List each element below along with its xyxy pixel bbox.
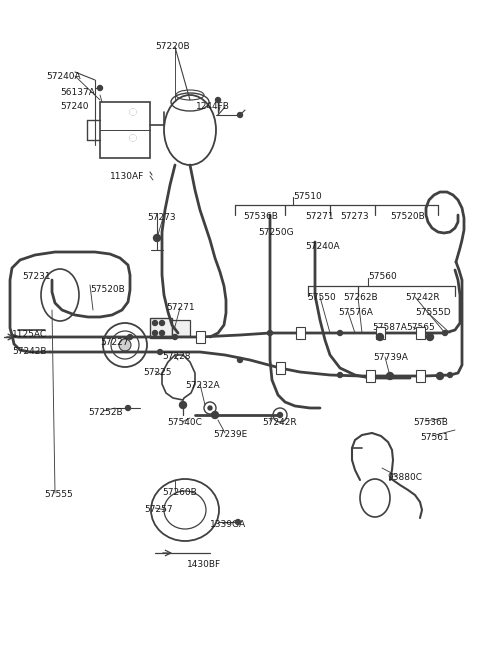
Text: 57550: 57550 bbox=[307, 293, 336, 302]
Text: 57240A: 57240A bbox=[305, 242, 340, 251]
Text: 57242B: 57242B bbox=[12, 347, 47, 356]
Text: 57561: 57561 bbox=[420, 433, 449, 442]
Text: 57232A: 57232A bbox=[185, 381, 220, 390]
Circle shape bbox=[208, 406, 212, 410]
Text: 57540C: 57540C bbox=[167, 418, 202, 427]
Text: 57220B: 57220B bbox=[155, 42, 190, 51]
Text: 57587A: 57587A bbox=[372, 323, 407, 332]
Circle shape bbox=[216, 98, 220, 102]
Circle shape bbox=[267, 331, 273, 335]
Circle shape bbox=[128, 335, 132, 339]
Circle shape bbox=[427, 333, 433, 341]
Text: 57260B: 57260B bbox=[162, 488, 197, 497]
Text: 57242R: 57242R bbox=[262, 418, 297, 427]
Circle shape bbox=[159, 331, 165, 335]
Text: 57520B: 57520B bbox=[90, 285, 125, 294]
Circle shape bbox=[130, 109, 136, 115]
Text: 1430BF: 1430BF bbox=[187, 560, 221, 569]
Text: 57257: 57257 bbox=[144, 505, 173, 514]
Circle shape bbox=[443, 331, 447, 335]
Circle shape bbox=[236, 519, 240, 525]
Text: 57560: 57560 bbox=[368, 272, 397, 281]
Bar bbox=[172, 320, 190, 336]
Circle shape bbox=[436, 373, 444, 379]
Bar bbox=[375, 327, 384, 339]
Text: 57271: 57271 bbox=[305, 212, 334, 221]
Circle shape bbox=[337, 331, 343, 335]
Text: 57271: 57271 bbox=[166, 303, 194, 312]
Text: 57536B: 57536B bbox=[243, 212, 278, 221]
Text: 57239E: 57239E bbox=[213, 430, 247, 439]
Text: 1125AC: 1125AC bbox=[12, 330, 47, 339]
Circle shape bbox=[119, 339, 131, 351]
Text: 57231: 57231 bbox=[22, 272, 50, 281]
Text: 57576A: 57576A bbox=[338, 308, 373, 317]
Circle shape bbox=[172, 335, 178, 339]
Text: 56137A: 56137A bbox=[60, 88, 95, 97]
Text: 57262B: 57262B bbox=[343, 293, 378, 302]
Text: 57273: 57273 bbox=[147, 213, 176, 222]
Bar bbox=[296, 327, 304, 339]
Circle shape bbox=[125, 405, 131, 411]
Text: 57555: 57555 bbox=[44, 490, 73, 499]
Bar bbox=[195, 331, 204, 343]
Bar bbox=[276, 362, 285, 374]
Text: 57252B: 57252B bbox=[88, 408, 122, 417]
Circle shape bbox=[238, 358, 242, 362]
Bar bbox=[416, 327, 424, 339]
Text: 57739A: 57739A bbox=[373, 353, 408, 362]
Circle shape bbox=[153, 320, 157, 326]
Text: 1244FB: 1244FB bbox=[196, 102, 230, 111]
Text: 57240A: 57240A bbox=[46, 72, 81, 81]
Circle shape bbox=[153, 331, 157, 335]
Text: 93880C: 93880C bbox=[387, 473, 422, 482]
Text: 1130AF: 1130AF bbox=[110, 172, 144, 181]
Circle shape bbox=[337, 373, 343, 377]
Circle shape bbox=[157, 350, 163, 354]
Text: 57227: 57227 bbox=[100, 338, 129, 347]
Text: 57555D: 57555D bbox=[415, 308, 451, 317]
Text: 57510: 57510 bbox=[293, 192, 322, 201]
Circle shape bbox=[97, 86, 103, 90]
Text: 57536B: 57536B bbox=[413, 418, 448, 427]
Text: 57250G: 57250G bbox=[258, 228, 294, 237]
Circle shape bbox=[376, 333, 384, 341]
Circle shape bbox=[159, 320, 165, 326]
Text: 57242R: 57242R bbox=[405, 293, 440, 302]
Circle shape bbox=[154, 234, 160, 242]
Circle shape bbox=[238, 113, 242, 117]
Circle shape bbox=[130, 135, 136, 141]
Bar bbox=[416, 370, 424, 382]
Text: 57228: 57228 bbox=[162, 352, 191, 361]
Bar bbox=[365, 370, 374, 382]
Bar bbox=[150, 318, 172, 338]
Circle shape bbox=[212, 411, 218, 419]
Bar bbox=[100, 102, 150, 158]
Circle shape bbox=[447, 373, 453, 377]
Text: 57273: 57273 bbox=[340, 212, 369, 221]
Circle shape bbox=[386, 373, 394, 379]
Text: 1339GA: 1339GA bbox=[210, 520, 246, 529]
Circle shape bbox=[180, 402, 187, 409]
Circle shape bbox=[277, 413, 283, 417]
Text: 57240: 57240 bbox=[60, 102, 88, 111]
Text: 57565: 57565 bbox=[406, 323, 435, 332]
Text: 57225: 57225 bbox=[143, 368, 171, 377]
Text: 57520B: 57520B bbox=[390, 212, 425, 221]
